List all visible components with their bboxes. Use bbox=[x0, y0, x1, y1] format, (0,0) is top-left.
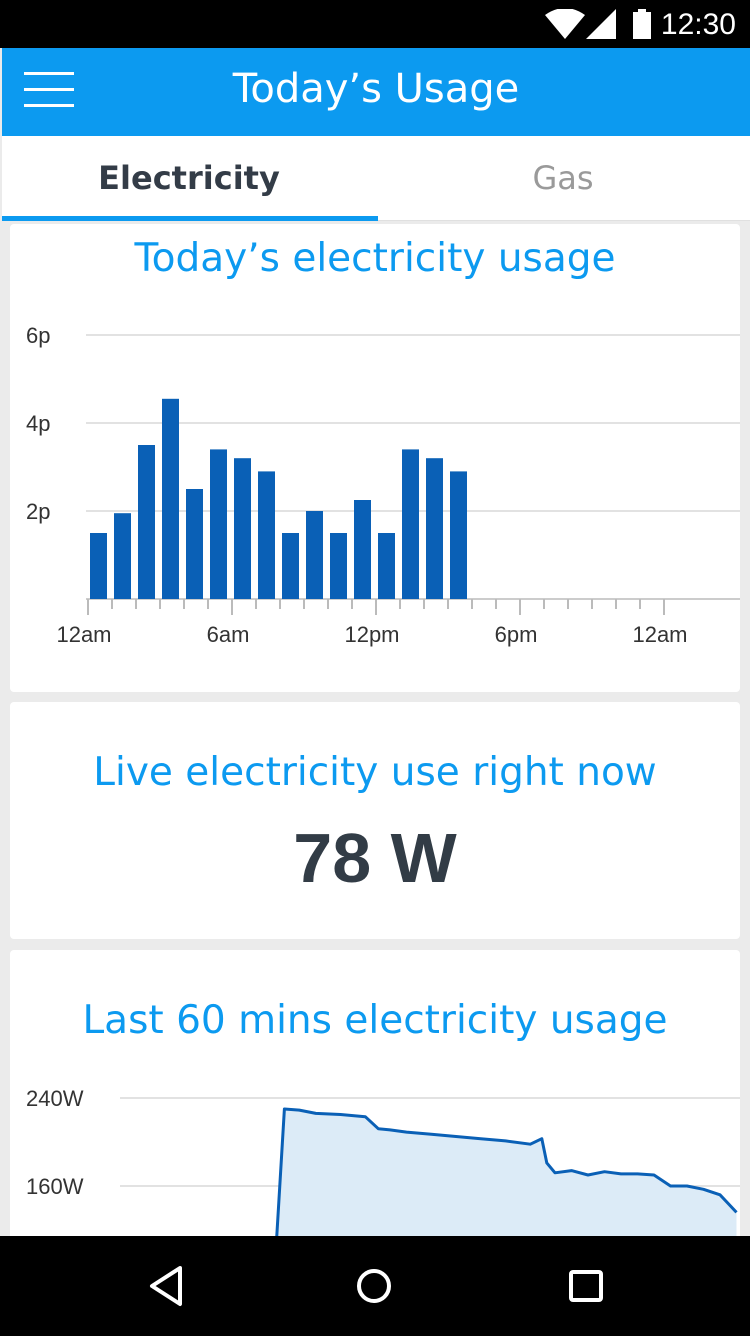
usage-bar bbox=[354, 500, 371, 599]
usage-bar bbox=[162, 398, 179, 599]
active-tab-indicator bbox=[2, 216, 378, 221]
x-tick-label: 12am bbox=[632, 622, 687, 647]
last60-usage-title: Last 60 mins electricity usage bbox=[82, 998, 668, 1043]
usage-bar bbox=[330, 533, 347, 599]
y-tick-label: 2p bbox=[26, 499, 50, 524]
x-tick-label: 6am bbox=[207, 622, 250, 647]
usage-bar bbox=[282, 533, 299, 599]
tab-bar: Electricity Gas bbox=[2, 136, 750, 221]
usage-bar bbox=[90, 533, 107, 599]
tab-gas[interactable]: Gas bbox=[532, 159, 594, 197]
y-tick-label: 4p bbox=[26, 411, 50, 436]
page-title: Today’s Usage bbox=[232, 66, 520, 112]
x-tick-label: 12am bbox=[56, 622, 111, 647]
usage-bar bbox=[426, 458, 443, 599]
last60-usage-area-chart: 160W 240W bbox=[26, 1086, 740, 1250]
usage-line bbox=[274, 1107, 738, 1250]
home-icon[interactable] bbox=[354, 1264, 394, 1308]
hamburger-menu-icon[interactable] bbox=[24, 72, 74, 108]
status-bar: 12:30 bbox=[0, 0, 750, 48]
x-tick-label: 6pm bbox=[495, 622, 538, 647]
usage-bar bbox=[234, 458, 251, 599]
y-tick-label: 6p bbox=[26, 323, 50, 348]
usage-bar bbox=[402, 449, 419, 599]
cell-signal-icon bbox=[586, 9, 616, 39]
usage-bar bbox=[306, 511, 323, 599]
recents-icon[interactable] bbox=[566, 1264, 606, 1308]
live-usage-title: Live electricity use right now bbox=[93, 750, 657, 795]
today-usage-title: Today’s electricity usage bbox=[134, 236, 616, 281]
usage-bar bbox=[114, 513, 131, 599]
usage-bar bbox=[138, 445, 155, 599]
y-tick-label: 160W bbox=[26, 1174, 84, 1199]
last60-usage-card: Last 60 mins electricity usage 160W 240W bbox=[10, 950, 740, 1250]
usage-bar bbox=[210, 449, 227, 599]
usage-bar bbox=[186, 489, 203, 599]
wifi-icon bbox=[545, 9, 585, 39]
tab-electricity[interactable]: Electricity bbox=[98, 159, 280, 197]
status-time: 12:30 bbox=[660, 8, 736, 41]
y-tick-label: 240W bbox=[26, 1086, 84, 1111]
back-icon[interactable] bbox=[146, 1264, 186, 1308]
live-usage-card: Live electricity use right now 78 W bbox=[10, 702, 740, 939]
app-bar: Today’s Usage bbox=[2, 48, 750, 136]
system-nav-bar bbox=[0, 1236, 750, 1336]
battery-icon bbox=[633, 9, 651, 39]
usage-bar bbox=[378, 533, 395, 599]
usage-bar bbox=[450, 471, 467, 599]
live-usage-value: 78 W bbox=[293, 819, 457, 897]
usage-bar bbox=[258, 471, 275, 599]
today-usage-card: Today’s electricity usage 2p 4p 6p 12am 6am 1… bbox=[10, 224, 740, 692]
today-usage-bar-chart: 2p 4p 6p 12am 6am 12pm 6pm 12am bbox=[26, 323, 740, 647]
x-tick-label: 12pm bbox=[344, 622, 399, 647]
usage-area-fill bbox=[275, 1109, 737, 1250]
